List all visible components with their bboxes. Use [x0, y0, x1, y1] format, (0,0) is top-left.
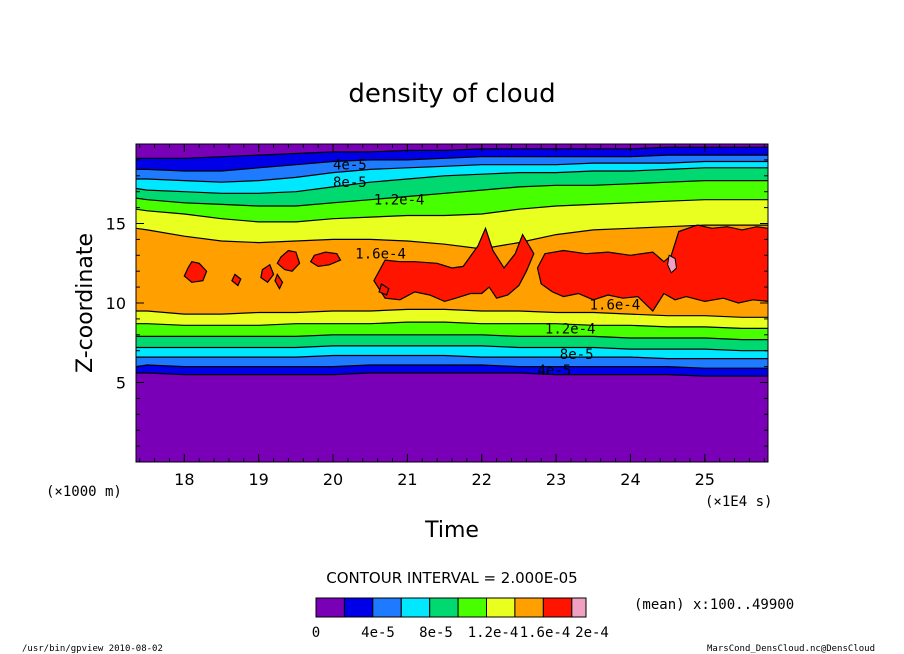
x-tick-label: 25: [695, 470, 715, 489]
contour-band: [136, 322, 768, 340]
contour-band: [136, 345, 768, 359]
red-region: [373, 226, 535, 303]
contour-line: [136, 180, 768, 207]
contour-band: [136, 161, 768, 194]
contour-label: 8e-5: [560, 347, 594, 363]
colorbar-segment: [457, 597, 488, 618]
colorbar-segment: [372, 597, 402, 618]
colorbar-segment: [315, 597, 345, 618]
contour-line: [136, 224, 768, 250]
x-axis-unit: (×1E4 s): [705, 494, 772, 510]
red-region: [378, 282, 390, 296]
contour-band: [136, 167, 768, 206]
x-tick-label: 21: [397, 470, 417, 489]
contour-line: [136, 154, 768, 172]
colorbar: 0 4e-5 8e-5 1.2e-4 1.6e-4 2e-4: [312, 597, 609, 641]
contour-band: [136, 355, 768, 369]
contour-line: [136, 321, 768, 329]
chart-title: density of cloud: [348, 79, 555, 109]
contour-label: 4e-5: [538, 363, 572, 379]
red-region: [231, 273, 242, 287]
colorbar-segment: [571, 597, 587, 618]
contour-label: 1.2e-4: [545, 321, 596, 337]
footer-left: /usr/bin/gpview 2010-08-02: [22, 644, 163, 654]
x-axis-label: Time: [424, 518, 479, 543]
colorbar-label: 8e-5: [419, 625, 453, 641]
contour-line: [136, 308, 768, 318]
contour-line: [136, 199, 768, 223]
colorbar-segment: [542, 597, 573, 618]
x-tick-label: 19: [249, 470, 269, 489]
red-region: [260, 263, 275, 284]
y-axis: 5 10 15: [106, 159, 768, 447]
y-axis-label: Z-coordinate: [73, 233, 98, 373]
y-tick-label: 15: [106, 215, 126, 234]
contour-band: [136, 365, 768, 377]
x-tick-label: 23: [546, 470, 566, 489]
contour-band: [136, 199, 768, 249]
colorbar-label: 1.6e-4: [520, 625, 571, 641]
contour-line: [136, 146, 768, 159]
footer-right: MarsCond_DensCloud.nc@DensCloud: [707, 644, 875, 654]
high-density-regions: [183, 224, 768, 312]
contour-band: [136, 155, 768, 183]
contour-line: [136, 167, 768, 194]
contour-interval-text: CONTOUR INTERVAL = 2.000E-05: [326, 569, 577, 587]
contour-line: [136, 372, 768, 377]
x-tick-label: 20: [323, 470, 343, 489]
contour-line: [136, 345, 768, 352]
contour-line: [136, 334, 768, 341]
contour-band: [136, 180, 768, 222]
y-axis-unit: (×1000 m): [46, 484, 122, 500]
red-region: [274, 273, 284, 291]
contour-label: 4e-5: [333, 158, 367, 174]
contour-line: [136, 354, 768, 360]
x-tick-label: 22: [472, 470, 492, 489]
contour-labels: 4e-58e-51.2e-41.6e-41.6e-41.2e-48e-54e-5: [333, 158, 640, 379]
x-tick-label: 18: [174, 470, 194, 489]
contour-label: 1.6e-4: [590, 298, 641, 314]
contour-line: [136, 160, 768, 183]
mean-range-text: (mean) x:100..49900: [634, 597, 794, 613]
red-region: [309, 251, 342, 268]
contour-line: [136, 364, 768, 369]
contour-label: 1.2e-4: [374, 193, 425, 209]
red-region: [183, 261, 208, 283]
colorbar-segment: [343, 597, 374, 618]
colorbar-segment: [400, 597, 431, 618]
red-region: [536, 224, 768, 312]
colorbar-label: 2e-4: [575, 625, 609, 641]
x-tick-label: 24: [620, 470, 640, 489]
colorbar-label: 1.2e-4: [468, 625, 519, 641]
red-region: [276, 249, 301, 272]
contour-band: [136, 334, 768, 351]
y-tick-label: 5: [116, 374, 126, 393]
y-tick-label: 10: [106, 294, 126, 313]
colorbar-label: 0: [312, 625, 320, 641]
contour-label: 1.6e-4: [355, 247, 406, 263]
x-axis: 18 19 20 21 22 23 24 25: [139, 144, 765, 489]
colorbar-segment: [486, 597, 516, 618]
pink-region: [667, 254, 678, 274]
colorbar-segment: [429, 597, 459, 618]
plot-area: 4e-58e-51.2e-41.6e-41.6e-41.2e-48e-54e-5: [136, 144, 768, 462]
colorbar-label: 4e-5: [361, 625, 395, 641]
contour-band: [136, 147, 768, 171]
colorbar-segment: [514, 597, 544, 618]
contour-label: 8e-5: [333, 175, 367, 191]
